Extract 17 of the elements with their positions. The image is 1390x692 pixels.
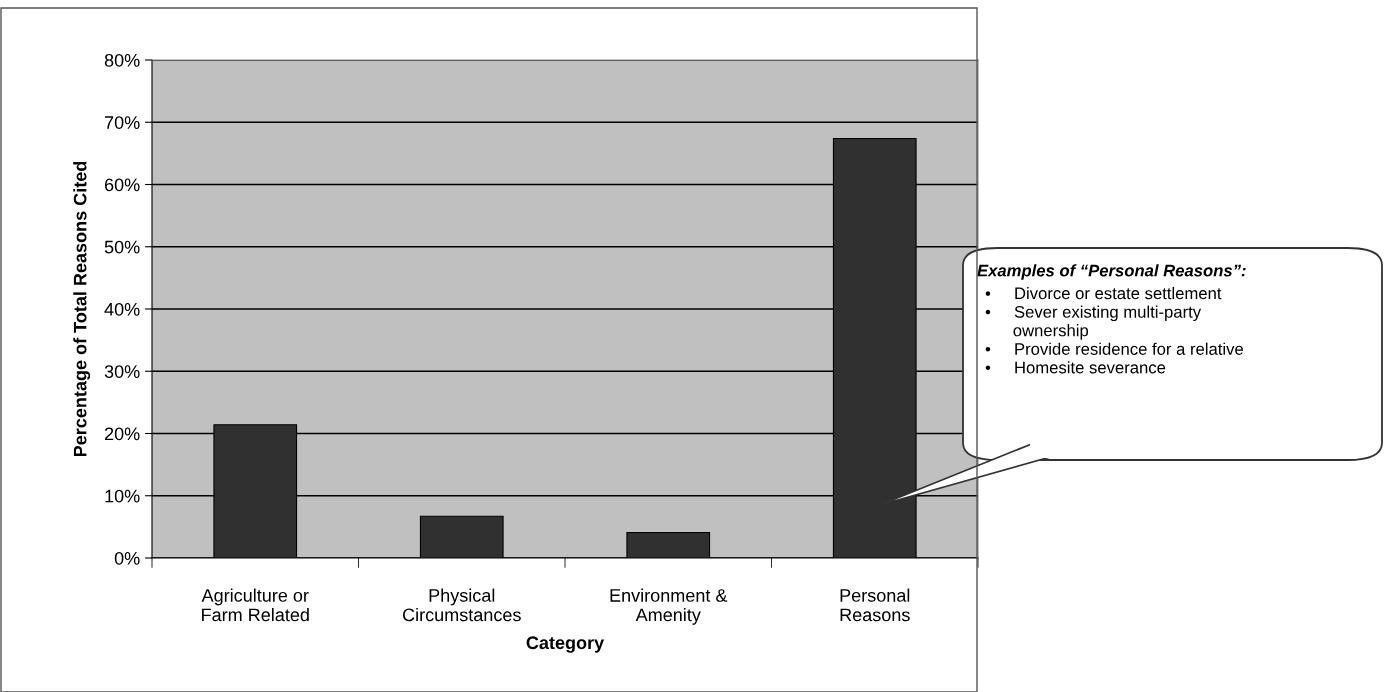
- x-tick-label: Environment & Amenity: [610, 588, 728, 625]
- y-tick-label: 40%: [104, 302, 140, 316]
- y-tick-label: 50%: [104, 240, 140, 254]
- x-axis-title: Category: [526, 636, 605, 653]
- y-tick-label: 20%: [104, 427, 140, 441]
- x-tick-label: Personal Reasons: [840, 588, 910, 622]
- y-tick-label: 60%: [104, 178, 140, 192]
- y-tick-label: 80%: [104, 53, 140, 67]
- y-tick-label: 0%: [114, 551, 140, 565]
- x-tick-label: Agriculture or Farm Related: [201, 588, 309, 622]
- annotation: Examples of “Personal Reasons”:: [977, 264, 1246, 280]
- y-tick-label: 10%: [105, 489, 140, 503]
- text: • Divorce or estate settlement • Sever existing multi-party ownership • Provide residence for a relative • Homesite severance: [985, 287, 1243, 374]
- y-tick-label: 70%: [104, 116, 140, 129]
- y-axis-title: Percentage of Total Reasons Cited: [73, 161, 91, 457]
- x-tick-label: Physical Circumstances: [402, 588, 521, 622]
- y-tick-label: 30%: [104, 365, 140, 378]
